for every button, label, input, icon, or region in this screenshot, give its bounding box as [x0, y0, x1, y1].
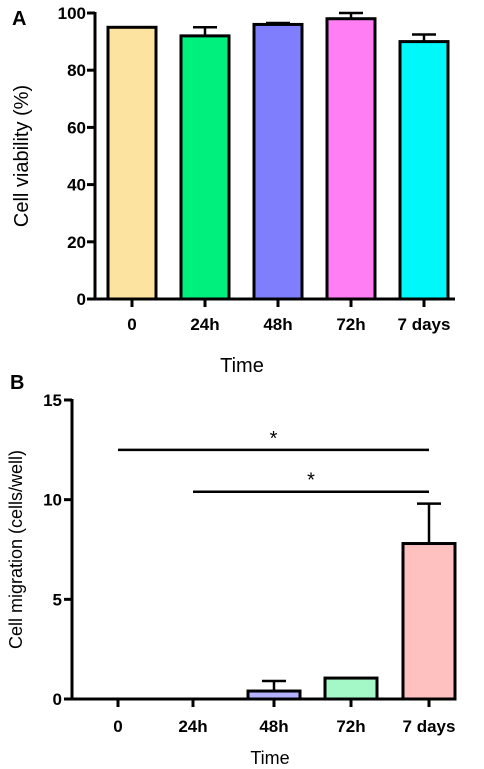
y-axis-title-b: Cell migration (cells/well)	[6, 450, 26, 649]
bar-a-3	[325, 17, 377, 301]
x-axis-title-b: Time	[250, 748, 289, 768]
x-tick-label-b-1: 24h	[178, 717, 207, 736]
y-tick-label-b-0: 0	[53, 690, 62, 709]
y-tick-label-b-3: 15	[43, 391, 62, 410]
x-tick-label-a-3: 72h	[336, 315, 365, 334]
y-tick-label-a-2: 40	[67, 176, 86, 195]
bar-a-2	[252, 22, 304, 301]
bar-a-4	[398, 40, 450, 301]
y-tick-label-a-3: 60	[67, 118, 86, 137]
x-tick-label-a-4: 7 days	[398, 315, 451, 334]
bar-a-1	[179, 34, 231, 301]
y-tick-label-a-5: 100	[58, 4, 86, 23]
y-tick-label-a-0: 0	[77, 290, 86, 309]
x-tick-label-a-2: 48h	[263, 315, 292, 334]
chart-panel-b: B 0 5 10 15 0 24h 48h 72h 7 days Time Cell migratio…	[6, 372, 457, 768]
x-tick-label-b-3: 72h	[336, 717, 365, 736]
y-axis-title-a: Cell viability (%)	[11, 85, 33, 227]
x-tick-label-a-0: 0	[127, 315, 136, 334]
bar-b-4	[401, 542, 457, 701]
x-tick-label-a-1: 24h	[190, 315, 219, 334]
significance-star-b-0: *	[270, 428, 278, 450]
significance-star-b-1: *	[307, 470, 315, 492]
y-tick-label-b-2: 10	[43, 491, 62, 510]
panel-label-a: A	[12, 8, 26, 30]
x-tick-label-b-4: 7 days	[403, 717, 456, 736]
panel-label-b: B	[10, 372, 24, 394]
x-axis-title-a: Time	[220, 355, 264, 377]
chart-panel-a: A 0 20 40 60 80 100 0 24h 48h 72h 7 days Time Cell vi…	[11, 4, 455, 377]
bar-b-3	[323, 676, 379, 701]
y-tick-label-b-1: 5	[53, 590, 62, 609]
y-tick-label-a-1: 20	[67, 233, 86, 252]
x-tick-label-b-2: 48h	[259, 717, 288, 736]
x-tick-label-b-0: 0	[113, 717, 122, 736]
bar-a-0	[106, 25, 158, 301]
y-tick-label-a-4: 80	[67, 61, 86, 80]
